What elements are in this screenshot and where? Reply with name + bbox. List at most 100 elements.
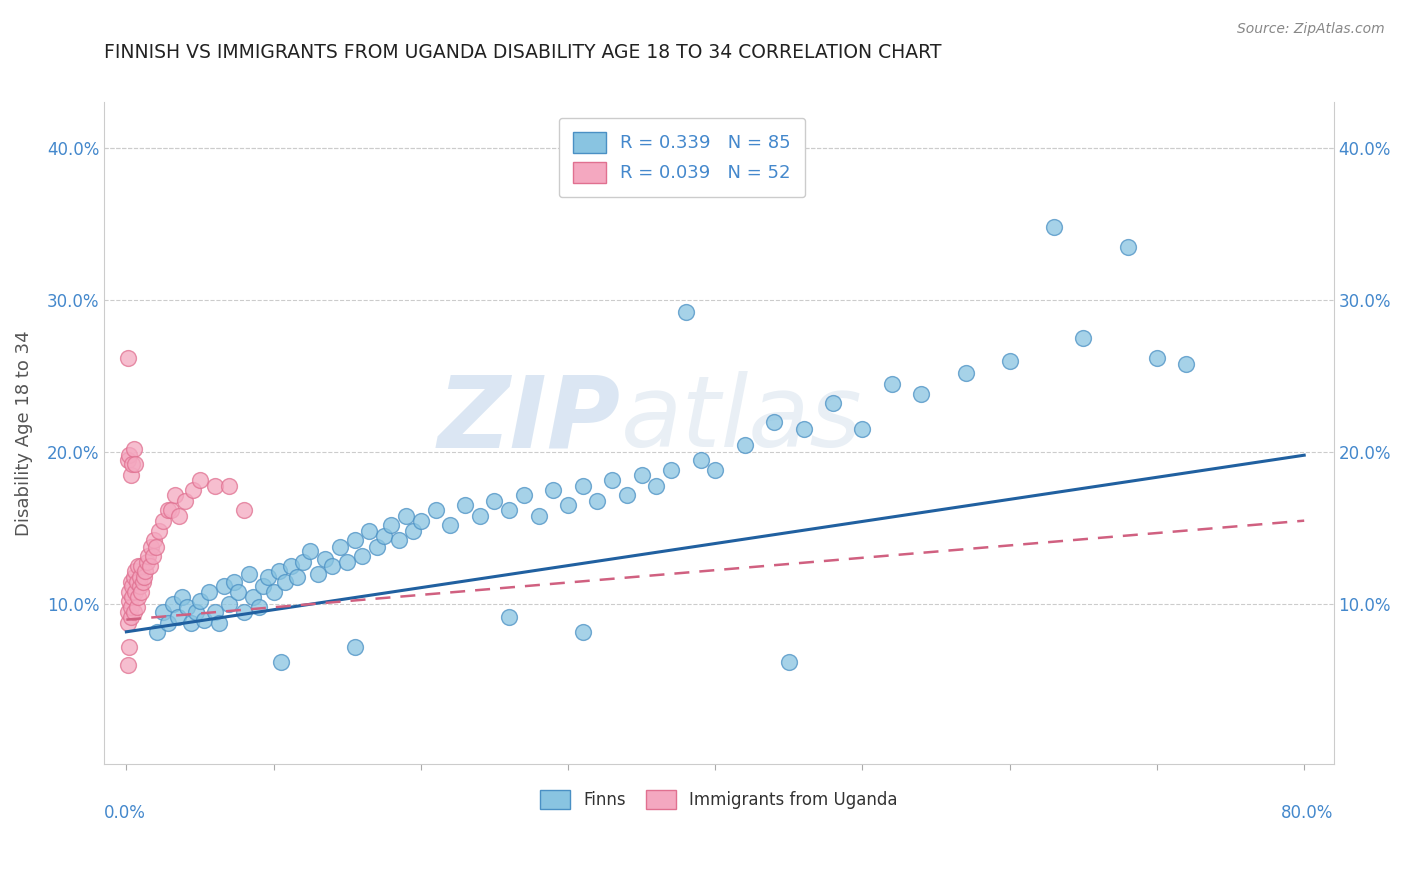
Point <box>148 524 170 539</box>
Point <box>167 609 190 624</box>
Point <box>208 615 231 630</box>
Point <box>163 488 186 502</box>
Point <box>222 574 245 589</box>
Point <box>125 600 148 615</box>
Point <box>388 533 411 548</box>
Point <box>226 585 249 599</box>
Point <box>329 540 352 554</box>
Point <box>162 598 184 612</box>
Point <box>395 509 418 524</box>
Point <box>1043 219 1066 234</box>
Point <box>188 473 211 487</box>
Point <box>145 540 167 554</box>
Point <box>169 509 191 524</box>
Point <box>498 609 520 624</box>
Point <box>704 463 727 477</box>
Point <box>134 564 156 578</box>
Point <box>120 609 142 624</box>
Text: 80.0%: 80.0% <box>1281 804 1334 822</box>
Point <box>1073 331 1095 345</box>
Point <box>242 590 264 604</box>
Point <box>380 518 402 533</box>
Point <box>118 594 141 608</box>
Point <box>204 605 226 619</box>
Point <box>527 509 550 524</box>
Point <box>373 529 395 543</box>
Point <box>124 564 146 578</box>
Point <box>571 624 593 639</box>
Legend: Finns, Immigrants from Uganda: Finns, Immigrants from Uganda <box>533 783 904 815</box>
Point <box>129 585 152 599</box>
Point <box>129 559 152 574</box>
Point <box>821 396 844 410</box>
Point <box>793 422 815 436</box>
Text: atlas: atlas <box>620 371 862 468</box>
Point <box>280 559 302 574</box>
Point <box>343 640 366 654</box>
Point <box>910 387 932 401</box>
Point <box>350 549 373 563</box>
Point <box>128 570 150 584</box>
Point <box>117 658 139 673</box>
Point <box>269 564 291 578</box>
Point <box>734 437 756 451</box>
Point <box>778 655 800 669</box>
Text: ZIP: ZIP <box>437 371 620 468</box>
Point <box>218 598 240 612</box>
Point <box>120 600 142 615</box>
Point <box>336 555 359 569</box>
Point <box>645 478 668 492</box>
Point <box>343 533 366 548</box>
Point <box>172 590 194 604</box>
Point <box>468 509 491 524</box>
Point <box>557 499 579 513</box>
Point <box>233 503 256 517</box>
Point <box>263 585 285 599</box>
Point <box>402 524 425 539</box>
Point <box>600 473 623 487</box>
Point <box>127 559 149 574</box>
Point <box>118 640 141 654</box>
Point <box>998 353 1021 368</box>
Point <box>955 366 977 380</box>
Point <box>630 467 652 482</box>
Point <box>880 376 903 391</box>
Point <box>136 555 159 569</box>
Point <box>159 503 181 517</box>
Point <box>174 494 197 508</box>
Point <box>454 499 477 513</box>
Point <box>409 514 432 528</box>
Point <box>1116 239 1139 253</box>
Point <box>238 566 260 581</box>
Point <box>128 579 150 593</box>
Point <box>299 544 322 558</box>
Point <box>117 605 139 619</box>
Point <box>366 540 388 554</box>
Point <box>616 488 638 502</box>
Point <box>292 555 315 569</box>
Point <box>117 452 139 467</box>
Point <box>586 494 609 508</box>
Point <box>270 655 292 669</box>
Point <box>285 570 308 584</box>
Point <box>307 566 329 581</box>
Point <box>188 594 211 608</box>
Text: Source: ZipAtlas.com: Source: ZipAtlas.com <box>1237 22 1385 37</box>
Point <box>127 590 149 604</box>
Point <box>513 488 536 502</box>
Point <box>439 518 461 533</box>
Point <box>121 590 143 604</box>
Point <box>659 463 682 477</box>
Point <box>321 559 343 574</box>
Point <box>498 503 520 517</box>
Point <box>180 615 202 630</box>
Point <box>274 574 297 589</box>
Point <box>117 351 139 365</box>
Point <box>156 503 179 517</box>
Point <box>181 483 204 498</box>
Point <box>131 574 153 589</box>
Point <box>120 467 142 482</box>
Y-axis label: Disability Age 18 to 34: Disability Age 18 to 34 <box>15 330 32 536</box>
Point <box>763 415 786 429</box>
Point <box>121 458 143 472</box>
